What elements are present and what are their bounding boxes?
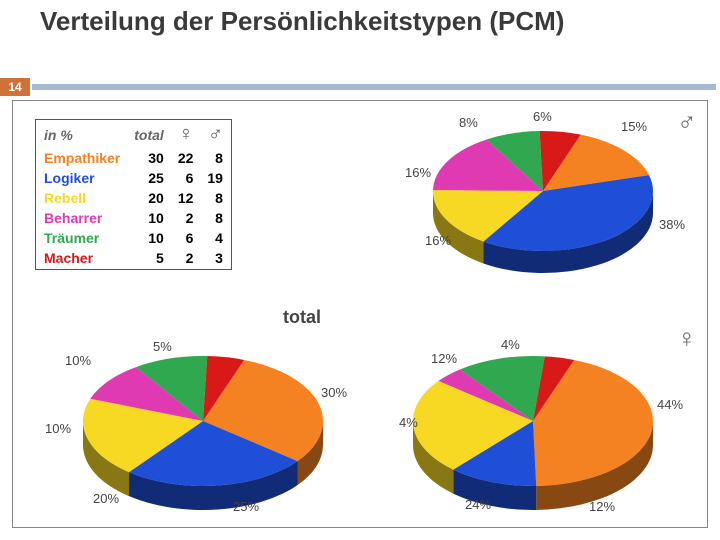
- content-frame: in % total ♀ ♂ Empathiker30228Logiker256…: [12, 100, 708, 528]
- pie-percent-label: 20%: [93, 491, 119, 506]
- pie-percent-label: 4%: [501, 337, 520, 352]
- pie-percent-label: 15%: [621, 119, 647, 134]
- pie-percent-label: 25%: [233, 499, 259, 514]
- pie-percent-label: 4%: [399, 415, 418, 430]
- page-title: Verteilung der Persönlichkeitstypen (PCM…: [40, 6, 720, 37]
- pie-percent-label: 5%: [153, 339, 172, 354]
- header-rule: 14: [0, 78, 720, 96]
- pie-percent-label: 6%: [533, 109, 552, 124]
- pie-percent-label: 16%: [425, 233, 451, 248]
- pie-percent-label: 30%: [321, 385, 347, 400]
- pie-percent-label: 24%: [465, 497, 491, 512]
- pie-percent-label: 12%: [431, 351, 457, 366]
- pie-percent-label: 8%: [459, 115, 478, 130]
- pie-percent-label: 16%: [405, 165, 431, 180]
- pie-percent-label: 38%: [659, 217, 685, 232]
- pie-charts-svg: [13, 101, 709, 529]
- pie-percent-label: 12%: [589, 499, 615, 514]
- pie-percent-label: 10%: [65, 353, 91, 368]
- pie-percent-label: 44%: [657, 397, 683, 412]
- header-divider: [32, 84, 716, 90]
- slide-number: 14: [0, 78, 30, 96]
- pie-percent-label: 10%: [45, 421, 71, 436]
